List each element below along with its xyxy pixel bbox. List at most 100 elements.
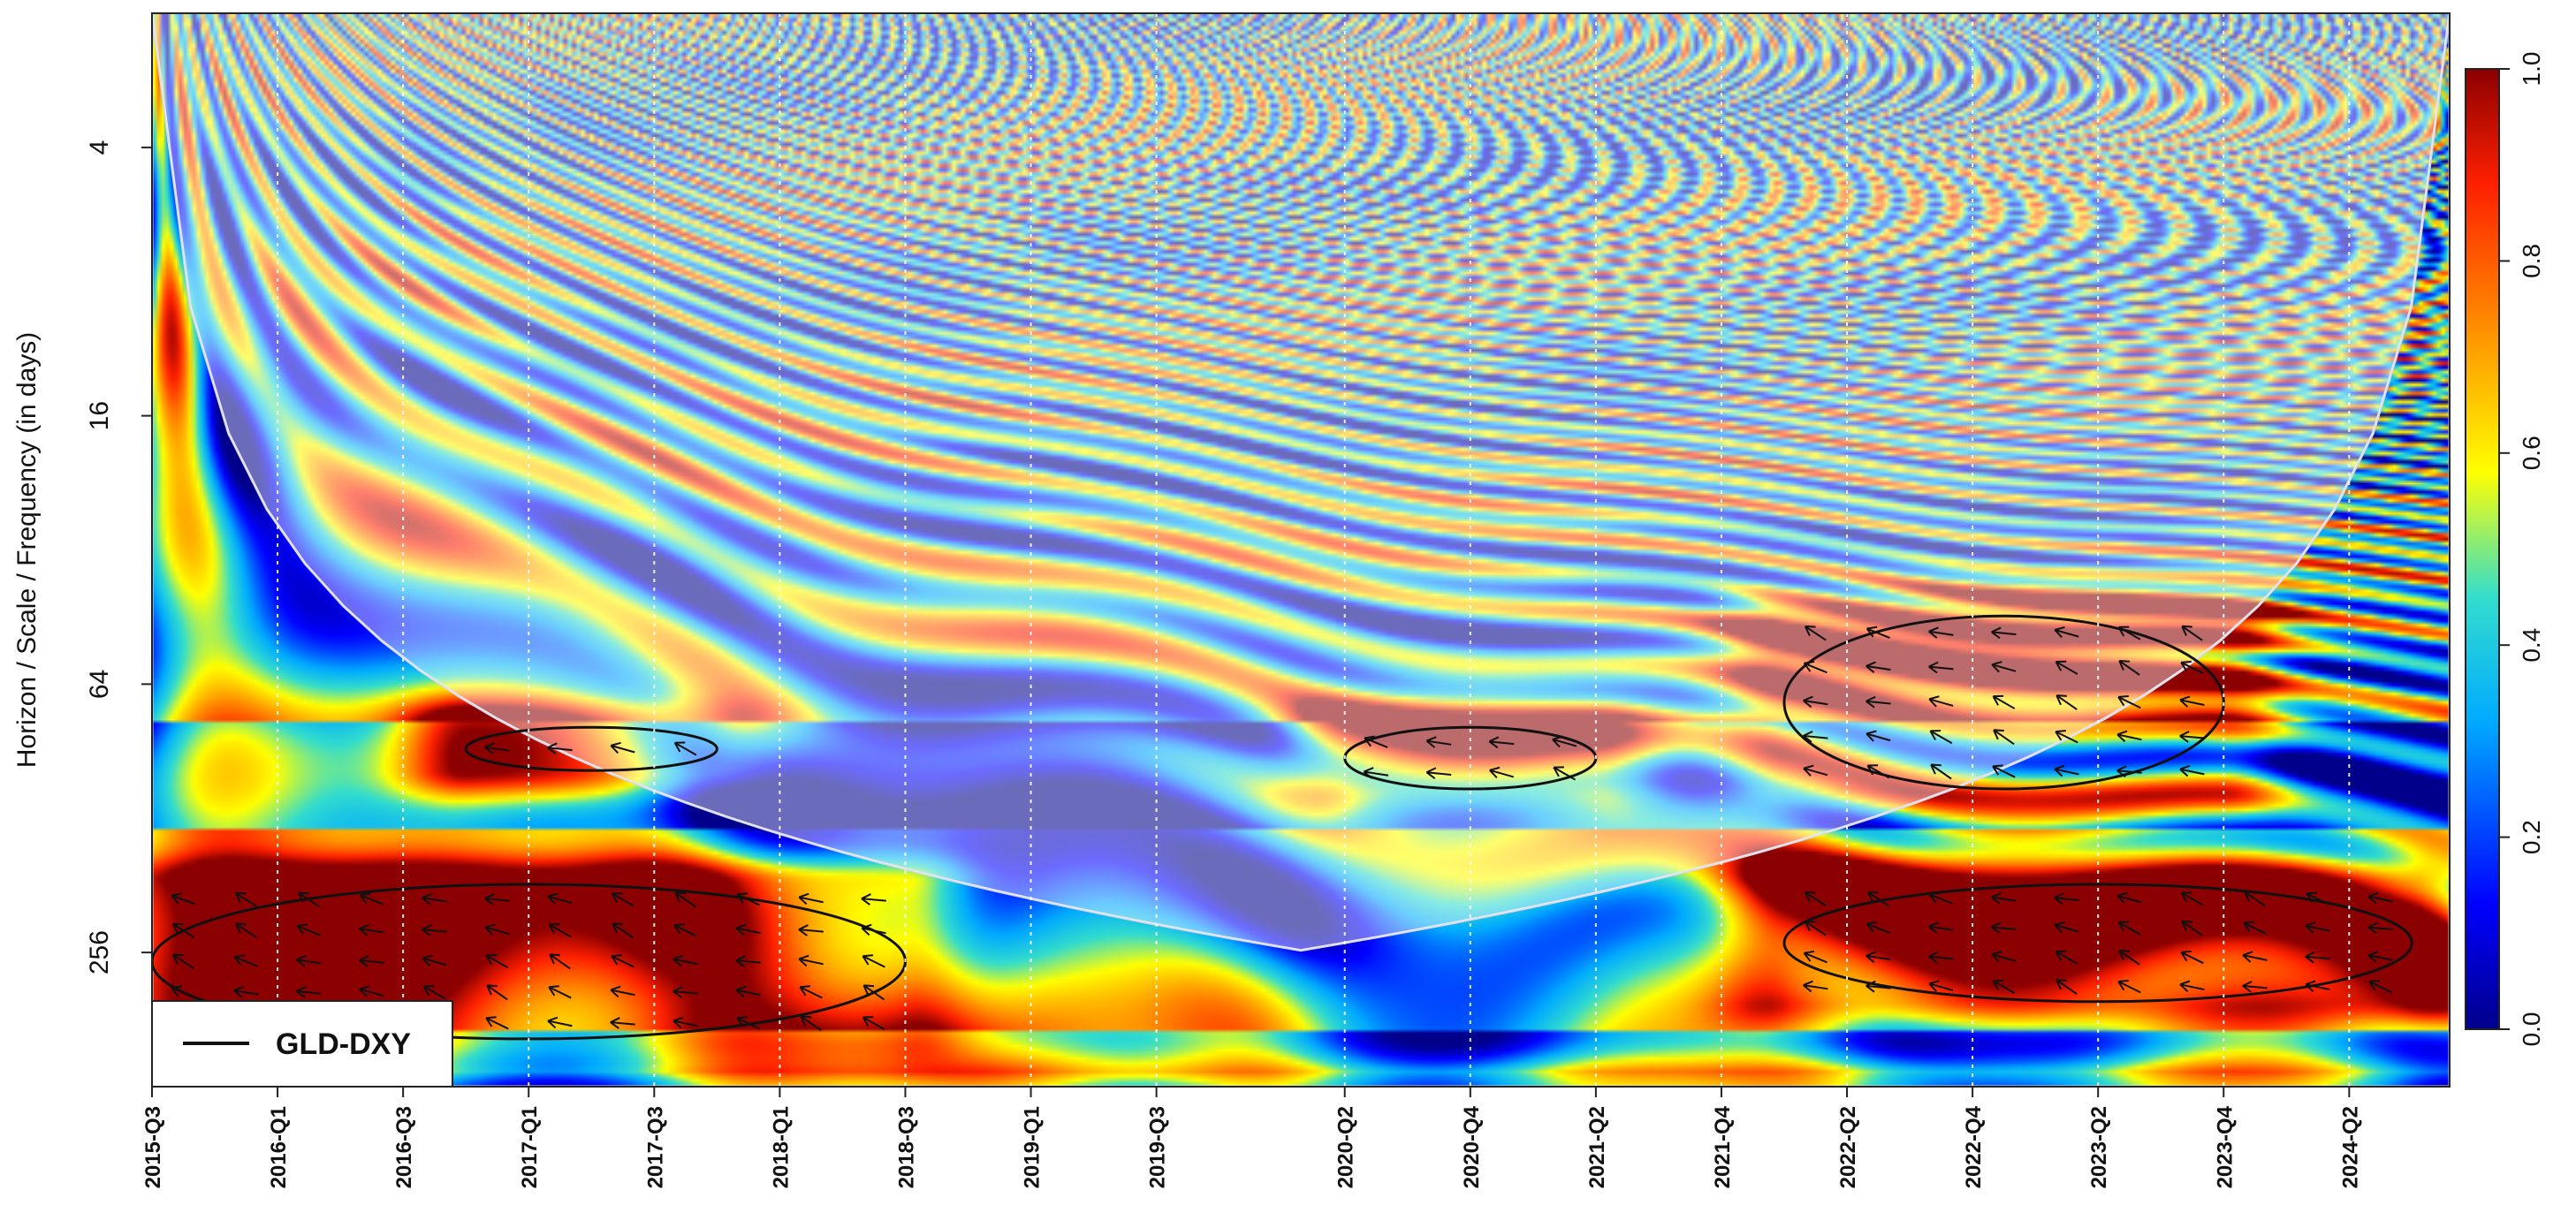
phase-arrow xyxy=(2054,764,2079,777)
phase-arrow xyxy=(798,924,824,936)
plot-frame xyxy=(151,12,2451,1088)
heatmap-image xyxy=(152,13,2450,1087)
phase-arrow xyxy=(735,985,761,998)
phase-arrow xyxy=(1866,951,1891,964)
phase-arrow xyxy=(2116,891,2142,904)
phase-arrow xyxy=(2054,921,2079,934)
x-tick-label: 2021-Q2 xyxy=(1585,1106,1609,1188)
phase-arrow xyxy=(861,893,886,906)
phase-arrow xyxy=(2117,980,2141,994)
y-tick-label: 256 xyxy=(85,930,114,974)
phase-arrow xyxy=(2118,950,2140,966)
phase-arrow xyxy=(359,892,384,906)
phase-arrow xyxy=(2055,694,2078,710)
phase-arrow xyxy=(1993,729,2015,746)
phase-arrow xyxy=(1488,736,1515,749)
phase-arrow xyxy=(735,923,761,936)
phase-arrow xyxy=(1867,891,1889,907)
phase-arrow xyxy=(1991,626,2017,640)
phase-arrow xyxy=(296,923,321,936)
phase-arrow xyxy=(422,892,447,906)
phase-arrow xyxy=(736,1016,760,1030)
colorbar-tick-label: 1.0 xyxy=(2518,52,2545,87)
phase-arrow xyxy=(2244,891,2266,907)
phase-arrow xyxy=(2367,951,2393,963)
phase-arrow xyxy=(2179,980,2205,992)
phase-arrow xyxy=(2181,920,2203,936)
x-tick-label: 2018-Q3 xyxy=(894,1106,918,1188)
phase-arrow xyxy=(1928,951,1954,964)
phase-arrow xyxy=(2055,979,2078,996)
phase-arrow xyxy=(1866,764,1890,779)
phase-arrow xyxy=(2179,731,2205,743)
legend: GLD-DXY xyxy=(151,1000,453,1088)
x-tick-label: 2023-Q2 xyxy=(2087,1106,2111,1188)
phase-arrow xyxy=(2305,951,2330,964)
phase-arrow xyxy=(672,986,698,998)
phase-arrow xyxy=(610,1017,635,1029)
phase-arrow xyxy=(2367,891,2393,905)
significance-contour xyxy=(464,725,718,772)
phase-arrow xyxy=(862,1016,885,1031)
phase-arrow xyxy=(2055,660,2078,675)
phase-arrow xyxy=(1804,891,1827,906)
phase-arrow xyxy=(1991,921,2017,935)
phase-arrow xyxy=(1866,661,1891,674)
phase-arrow xyxy=(1804,921,1827,936)
phase-arrow xyxy=(2305,980,2330,992)
phase-arrow xyxy=(1552,735,1577,748)
phase-arrow xyxy=(1992,980,2016,995)
phase-arrow xyxy=(2306,891,2329,906)
phase-arrow xyxy=(1991,951,2017,963)
phase-arrow xyxy=(1866,625,1890,639)
phase-arrow xyxy=(484,923,510,936)
phase-arrow xyxy=(1866,695,1891,709)
phase-arrow xyxy=(612,922,634,939)
time-gridlines xyxy=(277,13,2351,1087)
phase-arrow xyxy=(171,922,194,938)
phase-arrow xyxy=(485,1016,509,1030)
phase-arrow xyxy=(799,985,823,999)
phase-arrow xyxy=(171,892,195,906)
x-tick-label: 2023-Q4 xyxy=(2213,1105,2237,1188)
y-tick-label: 4 xyxy=(85,140,114,155)
phase-arrow xyxy=(1803,950,1828,964)
phase-arrow xyxy=(1928,980,1954,992)
x-tick-label: 2022-Q4 xyxy=(1962,1105,1986,1188)
phase-arrow xyxy=(359,985,384,997)
phase-arrow xyxy=(2181,625,2203,641)
significance-contour xyxy=(1782,883,2413,1004)
phase-arrow xyxy=(2117,921,2141,936)
phase-arrow xyxy=(798,892,824,906)
phase-arrow xyxy=(2367,921,2393,935)
phase-arrow xyxy=(673,741,697,756)
x-tick-label: 2017-Q1 xyxy=(518,1106,542,1188)
phase-arrow xyxy=(736,892,760,906)
colorbar-tick-label: 0.6 xyxy=(2518,436,2545,470)
phase-arrow xyxy=(234,891,257,907)
x-axis: 2015-Q3 2016-Q1 2016-Q3 2017-Q1 2017-Q3 2018-… xyxy=(141,1087,2362,1188)
phase-arrow xyxy=(2242,980,2268,993)
phase-arrow xyxy=(2055,950,2078,965)
phase-arrows xyxy=(171,625,2393,1032)
phase-arrow xyxy=(1803,764,1828,777)
phase-arrow xyxy=(1425,736,1452,748)
coi-boundary xyxy=(152,13,2450,1087)
colorbar-tick-label: 0.4 xyxy=(2518,628,2545,663)
phase-arrow xyxy=(485,954,509,969)
phase-arrow xyxy=(296,954,322,967)
phase-arrow xyxy=(1425,767,1452,779)
phase-arrow xyxy=(2368,980,2392,994)
coi-shade xyxy=(152,13,2450,1087)
colorbar-gradient xyxy=(2465,68,2500,1030)
phase-arrow xyxy=(171,985,195,998)
phase-arrow xyxy=(1802,731,1828,743)
cone-of-influence xyxy=(152,13,2450,1087)
phase-arrow xyxy=(547,742,573,755)
colorbar-tick-label: 0.0 xyxy=(2518,1012,2545,1047)
phase-arrow xyxy=(486,984,508,1001)
phase-arrow xyxy=(1929,730,1953,745)
legend-label: GLD-DXY xyxy=(276,1027,411,1061)
